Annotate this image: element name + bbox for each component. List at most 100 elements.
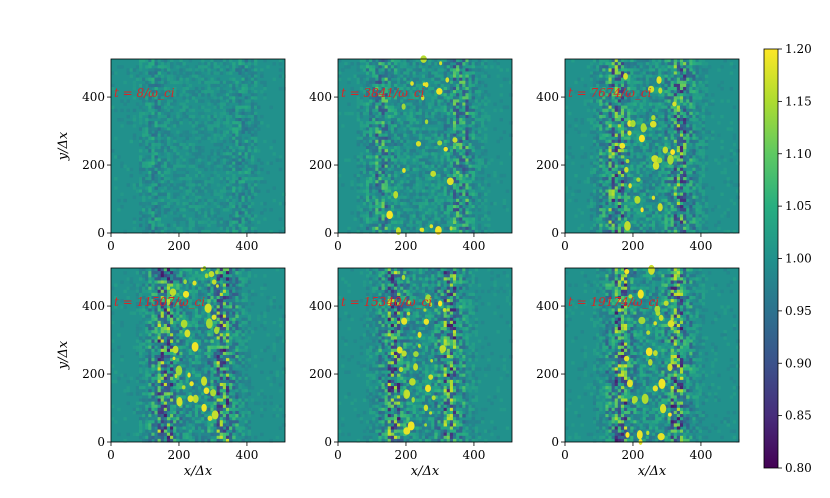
density-blob [654, 305, 661, 313]
density-blob [636, 177, 641, 182]
density-blob [657, 203, 663, 212]
density-blob [452, 137, 458, 143]
density-blob [398, 366, 404, 373]
density-blob [651, 155, 659, 163]
panel-1: 0 200 400 0 200 400 y/Δx t = 8/ω_ci [56, 58, 286, 253]
density-blob [651, 195, 656, 200]
x-tick-label: 400 [462, 448, 485, 462]
density-blob [658, 314, 664, 321]
colorbar-tick-label: 0.95 [785, 304, 812, 318]
colorbar-tick-label: 1.20 [785, 42, 812, 56]
density-blob [207, 415, 213, 421]
density-blob [637, 289, 644, 299]
density-blob [646, 330, 651, 335]
density-blob [421, 95, 425, 101]
panel-3: 0 200 400 0 200 400 t = 7674/ω_ci [536, 58, 740, 253]
density-blob [208, 270, 215, 278]
density-blob [659, 403, 667, 414]
density-blob [174, 373, 178, 379]
density-blob [623, 355, 630, 362]
panel-4: 0 200 400 0 200 400 x/Δx y/Δx t = 11507/ω_ci [56, 266, 286, 479]
axes-frame [337, 58, 513, 234]
x-tick-label: 0 [334, 239, 342, 253]
time-annotation: t = 3841/ω_ci [341, 86, 425, 100]
density-blob [430, 359, 434, 363]
density-blob [670, 149, 676, 156]
x-tick-label: 200 [395, 448, 418, 462]
density-blob [423, 318, 430, 325]
density-blob [630, 120, 636, 128]
density-blob [646, 430, 650, 436]
colorbar-tick-label: 0.90 [785, 356, 812, 370]
density-blob [419, 227, 424, 232]
colorbar: 0.80 0.85 0.90 0.95 1.00 1.05 1.10 1.15 1.20 [763, 42, 812, 475]
density-blob [211, 279, 217, 285]
density-blob [648, 264, 655, 275]
density-blob [625, 158, 630, 164]
density-blob [215, 284, 219, 288]
density-blob [449, 226, 453, 231]
x-tick-label: 0 [334, 448, 342, 462]
density-blob [172, 356, 176, 361]
density-blob [192, 280, 197, 286]
density-blob [656, 76, 662, 84]
density-blob [624, 166, 629, 173]
colorbar-tick-label: 1.15 [785, 94, 812, 108]
density-blob [658, 378, 666, 389]
y-tick-label: 400 [536, 299, 559, 313]
density-blob [623, 72, 628, 80]
density-blob [401, 103, 406, 110]
density-blob [201, 376, 208, 386]
x-axis-label: x/Δx [184, 464, 213, 479]
x-tick-label: 0 [107, 448, 115, 462]
density-blob [443, 146, 448, 152]
panel-2: 0 200 400 0 200 400 t = 3841/ω_ci [309, 55, 513, 253]
density-blob [652, 385, 658, 392]
density-blob [172, 345, 179, 354]
y-tick-label: 0 [551, 435, 559, 449]
density-blob [401, 317, 408, 325]
colorbar-tick-label: 1.00 [785, 252, 812, 266]
density-blob [435, 225, 442, 235]
time-annotation: t = 19174/ω_ci [568, 295, 659, 309]
density-blob [401, 274, 406, 280]
density-blob [436, 87, 443, 95]
density-blob [653, 350, 658, 356]
density-blob [211, 410, 219, 420]
density-blob [423, 404, 429, 412]
y-tick-label: 400 [309, 299, 332, 313]
density-blob [424, 423, 428, 427]
density-blob [425, 384, 432, 393]
x-tick-label: 400 [462, 239, 485, 253]
x-tick-label: 0 [561, 239, 569, 253]
density-blob [407, 421, 415, 431]
axes-frame [110, 267, 286, 443]
density-blob [652, 161, 660, 170]
density-blob [647, 85, 655, 93]
y-tick-label: 200 [82, 158, 105, 172]
density-blob [628, 183, 632, 189]
density-blob [624, 269, 630, 275]
density-blob [423, 308, 427, 312]
density-blob [184, 329, 191, 338]
density-blob [651, 115, 656, 121]
time-annotation: t = 7674/ω_ci [568, 86, 652, 100]
heatmap-cells [111, 268, 286, 443]
x-tick-label: 400 [235, 239, 258, 253]
density-blob [628, 294, 633, 299]
density-blob [424, 119, 429, 125]
x-tick-label: 200 [168, 448, 191, 462]
colorbar-tick-label: 0.80 [785, 461, 812, 475]
density-blob [386, 210, 393, 220]
density-blob [439, 61, 443, 66]
y-tick-label: 200 [536, 158, 559, 172]
y-tick-label: 0 [324, 435, 332, 449]
density-blob [440, 349, 444, 354]
density-blob [211, 314, 217, 320]
density-blob [656, 157, 663, 164]
density-blob [402, 167, 406, 173]
x-tick-label: 400 [689, 448, 712, 462]
density-blob [192, 394, 199, 403]
panel-5: 0 200 400 0 200 400 x/Δx t = 15340/ω_ci [309, 267, 513, 479]
